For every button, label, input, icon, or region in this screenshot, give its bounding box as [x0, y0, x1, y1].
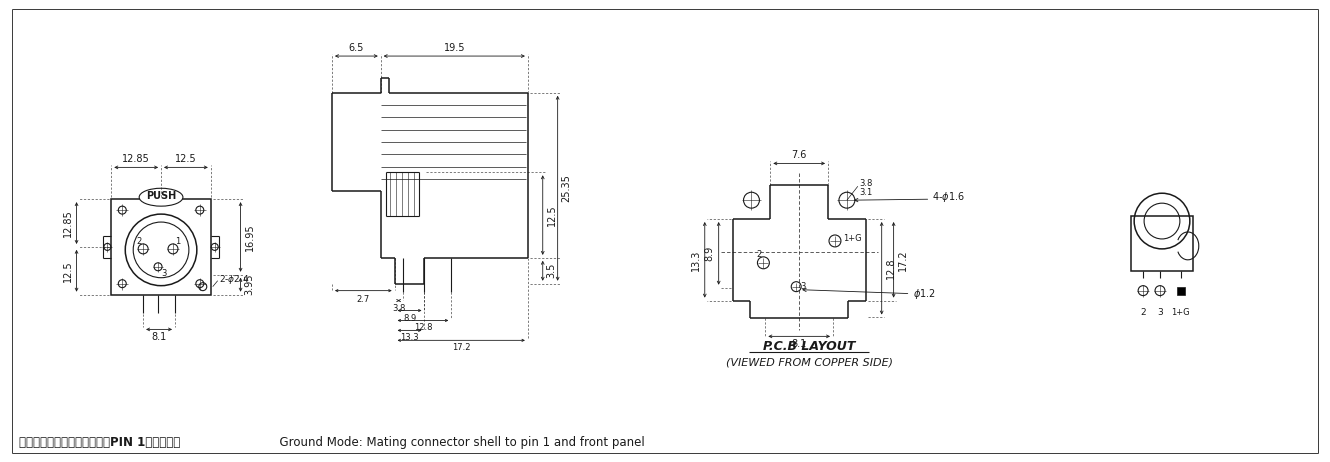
Text: 17.2: 17.2 — [452, 343, 471, 353]
Text: 12.8: 12.8 — [886, 257, 895, 279]
Text: 3.5: 3.5 — [547, 263, 557, 279]
Text: 12.8: 12.8 — [414, 323, 432, 333]
Text: 12.5: 12.5 — [63, 260, 73, 281]
Ellipse shape — [140, 188, 184, 206]
Text: 13.3: 13.3 — [400, 334, 419, 342]
Text: 2: 2 — [136, 237, 141, 246]
Bar — [1177, 286, 1185, 295]
Text: 3: 3 — [1157, 308, 1162, 316]
Text: 8.1: 8.1 — [791, 340, 807, 349]
Text: 8.9: 8.9 — [705, 246, 714, 261]
Text: 接地方式：相配的插头外壳与PIN 1及面板连接: 接地方式：相配的插头外壳与PIN 1及面板连接 — [19, 436, 180, 449]
Text: 4-$\phi$1.6: 4-$\phi$1.6 — [932, 190, 966, 204]
Text: 1+G: 1+G — [1172, 308, 1190, 316]
Text: 12.85: 12.85 — [63, 209, 73, 237]
Text: 1+G: 1+G — [843, 234, 862, 243]
Text: PUSH: PUSH — [146, 191, 176, 201]
Text: 3.8: 3.8 — [392, 304, 406, 313]
Text: (VIEWED FROM COPPER SIDE): (VIEWED FROM COPPER SIDE) — [726, 357, 892, 367]
Bar — [112, 199, 210, 295]
Text: 12.5: 12.5 — [176, 154, 197, 164]
Text: 2: 2 — [757, 250, 761, 259]
Text: 3.8: 3.8 — [859, 179, 872, 188]
Text: 3.1: 3.1 — [859, 188, 872, 197]
Bar — [1132, 216, 1193, 271]
Text: 7.6: 7.6 — [791, 151, 807, 160]
Text: $\phi$1.2: $\phi$1.2 — [912, 286, 935, 301]
Text: 2.7: 2.7 — [356, 295, 370, 304]
Text: 3: 3 — [801, 282, 806, 291]
Text: 25.35: 25.35 — [561, 174, 572, 202]
Text: 3: 3 — [161, 269, 166, 278]
Text: 12.5: 12.5 — [547, 204, 557, 226]
Text: 6.5: 6.5 — [348, 43, 364, 53]
Text: 19.5: 19.5 — [443, 43, 466, 53]
Text: 3.95: 3.95 — [245, 274, 254, 295]
Text: 13.3: 13.3 — [690, 249, 701, 271]
Text: 8.1: 8.1 — [152, 332, 166, 342]
Text: 8.9: 8.9 — [403, 314, 416, 322]
Text: 16.95: 16.95 — [245, 223, 254, 251]
Text: 12.85: 12.85 — [122, 154, 150, 164]
Text: 1: 1 — [176, 237, 180, 246]
Text: 17.2: 17.2 — [898, 249, 907, 271]
Text: Ground Mode: Mating connector shell to pin 1 and front panel: Ground Mode: Mating connector shell to p… — [273, 436, 645, 449]
Text: 2: 2 — [1140, 308, 1146, 316]
Text: 2-$\phi$2.4: 2-$\phi$2.4 — [218, 273, 249, 286]
Text: P.C.B LAYOUT: P.C.B LAYOUT — [763, 340, 855, 353]
